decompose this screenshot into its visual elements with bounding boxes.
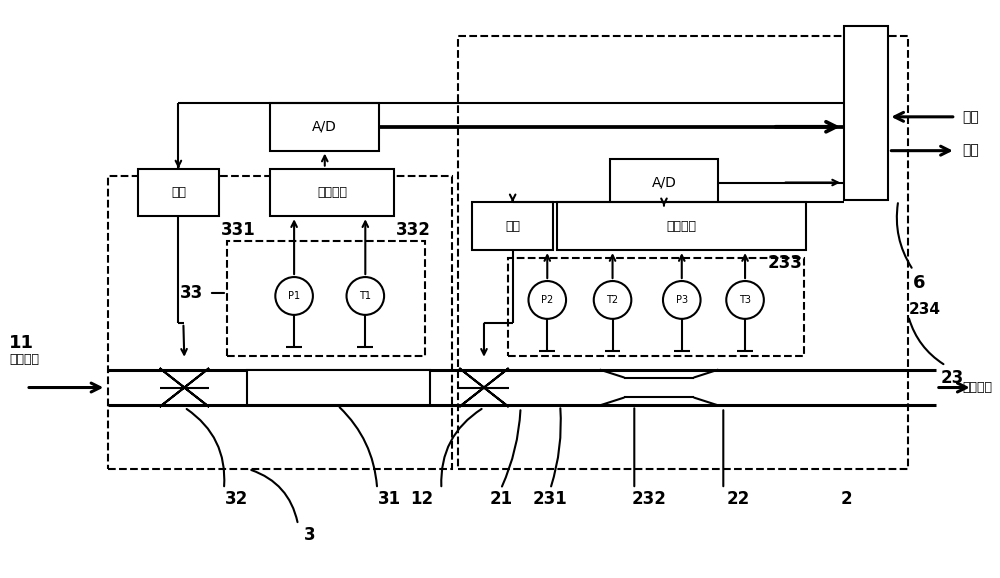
Text: 231: 231 [533,490,568,508]
Text: A/D: A/D [312,120,337,134]
Bar [227,241,425,355]
Bar [247,369,430,405]
Text: 21: 21 [489,490,512,508]
Bar [610,158,718,206]
Bar [472,202,553,250]
Text: 驱动: 驱动 [171,186,186,199]
Text: 233: 233 [768,254,803,272]
Text: P2: P2 [541,295,553,305]
Polygon shape [459,368,509,407]
Text: 驱动: 驱动 [505,220,520,233]
Text: 信号处理: 信号处理 [317,186,347,199]
Text: P3: P3 [676,295,688,305]
Text: 气体输出: 气体输出 [963,381,993,394]
Text: 31: 31 [377,490,401,508]
Text: T1: T1 [359,291,371,301]
Text: 设置: 设置 [963,110,979,124]
Text: A/D: A/D [652,176,676,190]
Text: 32: 32 [225,490,248,508]
Text: P1: P1 [288,291,300,301]
Polygon shape [160,368,209,407]
Text: 331: 331 [221,221,256,239]
Text: 234: 234 [909,302,941,317]
Text: T2: T2 [606,295,619,305]
Bar [270,103,379,151]
Bar [844,26,888,201]
Text: 气体输入: 气体输入 [9,353,39,366]
Bar [458,36,908,469]
Polygon shape [459,368,509,407]
Text: 2: 2 [841,490,853,508]
Text: 6: 6 [913,274,925,292]
Text: 33: 33 [180,284,203,302]
Text: 23: 23 [941,369,964,387]
Text: 输出: 输出 [963,144,979,158]
Text: 3: 3 [304,526,316,544]
Text: 11: 11 [9,334,34,352]
Text: T3: T3 [739,295,751,305]
Text: 12: 12 [410,490,433,508]
Text: 232: 232 [632,490,667,508]
Bar [508,258,804,355]
Text: 22: 22 [727,490,750,508]
Text: 332: 332 [396,221,431,239]
Bar [270,169,394,216]
Bar [138,169,219,216]
Polygon shape [160,368,209,407]
Bar [108,176,452,469]
Bar [557,202,806,250]
Text: 信号处理: 信号处理 [667,220,697,233]
